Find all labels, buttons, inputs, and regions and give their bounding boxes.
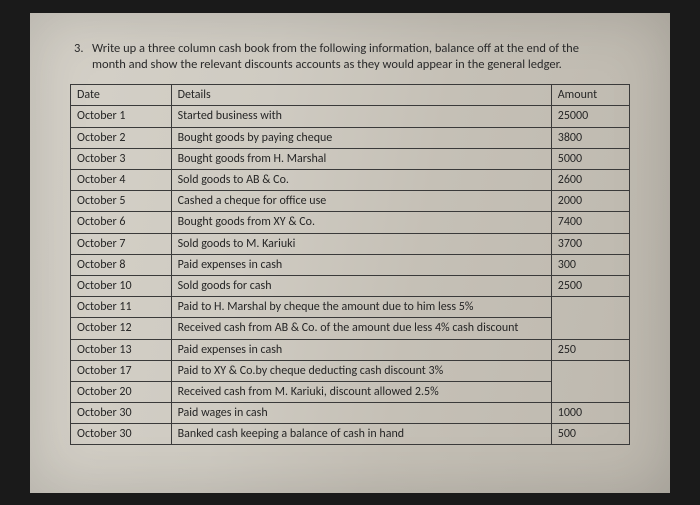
table-row: October 1Started business with25000 — [71, 106, 630, 127]
cell-amount — [551, 360, 629, 402]
cell-amount: 3800 — [551, 127, 629, 148]
cell-date: October 1 — [71, 106, 172, 127]
cell-date: October 13 — [71, 339, 172, 360]
cell-amount: 5000 — [551, 148, 629, 169]
cell-date: October 3 — [71, 148, 172, 169]
cell-details: Received cash from M. Kariuki, discount … — [171, 381, 551, 402]
table-row: October 20Received cash from M. Kariuki,… — [71, 381, 630, 402]
table-row: October 12Received cash from AB & Co. of… — [71, 318, 630, 339]
table-row: October 30Paid wages in cash1000 — [71, 403, 630, 424]
cell-amount: 3700 — [551, 233, 629, 254]
table-row: October 10Sold goods for cash2500 — [71, 275, 630, 296]
cell-amount: 25000 — [551, 106, 629, 127]
cell-details: Paid expenses in cash — [171, 254, 551, 275]
header-amount: Amount — [551, 85, 629, 106]
table-row: October 30Banked cash keeping a balance … — [71, 424, 630, 445]
table-row: October 7Sold goods to M. Kariuki3700 — [71, 233, 630, 254]
cell-amount: 2600 — [551, 170, 629, 191]
table-row: October 5Cashed a cheque for office use2… — [71, 191, 630, 212]
question-number: 3. — [74, 41, 84, 58]
cell-amount: 500 — [551, 424, 629, 445]
table-row: October 8Paid expenses in cash300 — [71, 254, 630, 275]
cell-details: Received cash from AB & Co. of the amoun… — [171, 318, 551, 339]
cell-details: Paid expenses in cash — [171, 339, 551, 360]
cell-date: October 17 — [71, 360, 172, 381]
cell-date: October 20 — [71, 381, 172, 402]
cell-details: Banked cash keeping a balance of cash in… — [171, 424, 551, 445]
cell-details: Paid to H. Marshal by cheque the amount … — [171, 297, 551, 318]
cell-date: October 5 — [71, 191, 172, 212]
header-details: Details — [171, 85, 551, 106]
cell-amount: 250 — [551, 339, 629, 360]
cell-amount: 2500 — [551, 275, 629, 296]
cell-date: October 6 — [71, 212, 172, 233]
cell-details: Started business with — [171, 106, 551, 127]
cell-details: Paid wages in cash — [171, 403, 551, 424]
cell-details: Sold goods to M. Kariuki — [171, 233, 551, 254]
document-page: 3. Write up a three column cash book fro… — [30, 13, 670, 493]
cell-date: October 30 — [71, 403, 172, 424]
cell-date: October 4 — [71, 170, 172, 191]
cell-details: Bought goods from H. Marshal — [171, 148, 551, 169]
cell-date: October 8 — [71, 254, 172, 275]
cell-amount: 1000 — [551, 403, 629, 424]
table-row: October 2Bought goods by paying cheque38… — [71, 127, 630, 148]
cell-details: Paid to XY & Co.by cheque deducting cash… — [171, 360, 551, 381]
table-row: October 4Sold goods to AB & Co.2600 — [71, 170, 630, 191]
cell-date: October 7 — [71, 233, 172, 254]
question-line-1: Write up a three column cash book from t… — [92, 41, 579, 56]
question-line-2: month and show the relevant discounts ac… — [92, 57, 562, 72]
cell-amount: 300 — [551, 254, 629, 275]
table-row: October 17Paid to XY & Co.by cheque dedu… — [71, 360, 630, 381]
cell-date: October 11 — [71, 297, 172, 318]
cell-details: Sold goods to AB & Co. — [171, 170, 551, 191]
cell-date: October 2 — [71, 127, 172, 148]
cell-date: October 30 — [71, 424, 172, 445]
cell-details: Bought goods from XY & Co. — [171, 212, 551, 233]
question-prompt: 3. Write up a three column cash book fro… — [70, 41, 630, 75]
cell-date: October 10 — [71, 275, 172, 296]
cell-details: Cashed a cheque for office use — [171, 191, 551, 212]
table-row: October 11Paid to H. Marshal by cheque t… — [71, 297, 630, 318]
table-header-row: DateDetailsAmount — [71, 85, 630, 106]
table-row: October 13Paid expenses in cash250 — [71, 339, 630, 360]
cell-amount — [551, 297, 629, 339]
cell-details: Sold goods for cash — [171, 275, 551, 296]
table-row: October 6Bought goods from XY & Co.7400 — [71, 212, 630, 233]
cell-amount: 7400 — [551, 212, 629, 233]
cash-book-table: DateDetailsAmountOctober 1Started busine… — [70, 84, 630, 445]
header-date: Date — [71, 85, 172, 106]
cell-details: Bought goods by paying cheque — [171, 127, 551, 148]
cell-date: October 12 — [71, 318, 172, 339]
cell-amount: 2000 — [551, 191, 629, 212]
table-row: October 3Bought goods from H. Marshal500… — [71, 148, 630, 169]
